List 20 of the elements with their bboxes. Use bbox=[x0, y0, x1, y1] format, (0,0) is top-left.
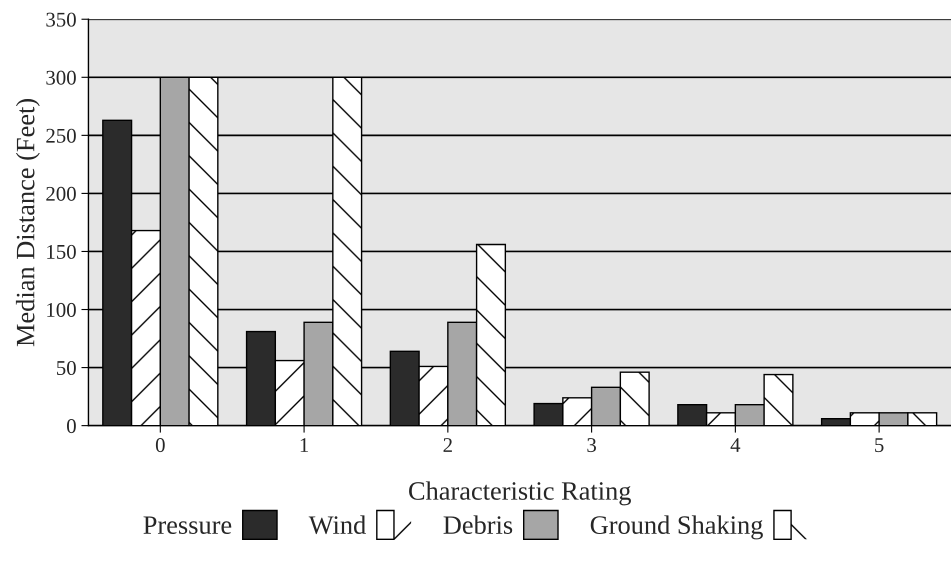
legend-label: Ground Shaking bbox=[590, 515, 763, 540]
legend-label: Wind bbox=[308, 515, 366, 534]
y-tick-label: 300 bbox=[46, 70, 76, 85]
y-tick-label: 0 bbox=[67, 419, 76, 434]
x-tick-label: 3 bbox=[587, 438, 596, 452]
x-tick-label: 1 bbox=[300, 438, 308, 452]
y-tick-label: 200 bbox=[46, 186, 76, 201]
x-tick-label: 5 bbox=[875, 438, 884, 452]
y-tick-label: 100 bbox=[47, 302, 76, 317]
legend-label: Debris bbox=[444, 515, 512, 534]
legend-label: Pressure bbox=[144, 516, 232, 534]
y-tick-label: 150 bbox=[47, 244, 76, 259]
x-tick-label: 4 bbox=[730, 438, 740, 452]
x-axis-title: Characteristic Rating bbox=[409, 481, 631, 506]
x-tick-label: 0 bbox=[156, 438, 165, 452]
y-tick-label: 350 bbox=[46, 12, 76, 27]
y-axis-title: Median Distance (Feet) bbox=[16, 99, 40, 346]
y-tick-label: 50 bbox=[57, 360, 76, 376]
x-tick-label: 2 bbox=[444, 438, 452, 452]
y-tick-label: 250 bbox=[46, 128, 76, 143]
